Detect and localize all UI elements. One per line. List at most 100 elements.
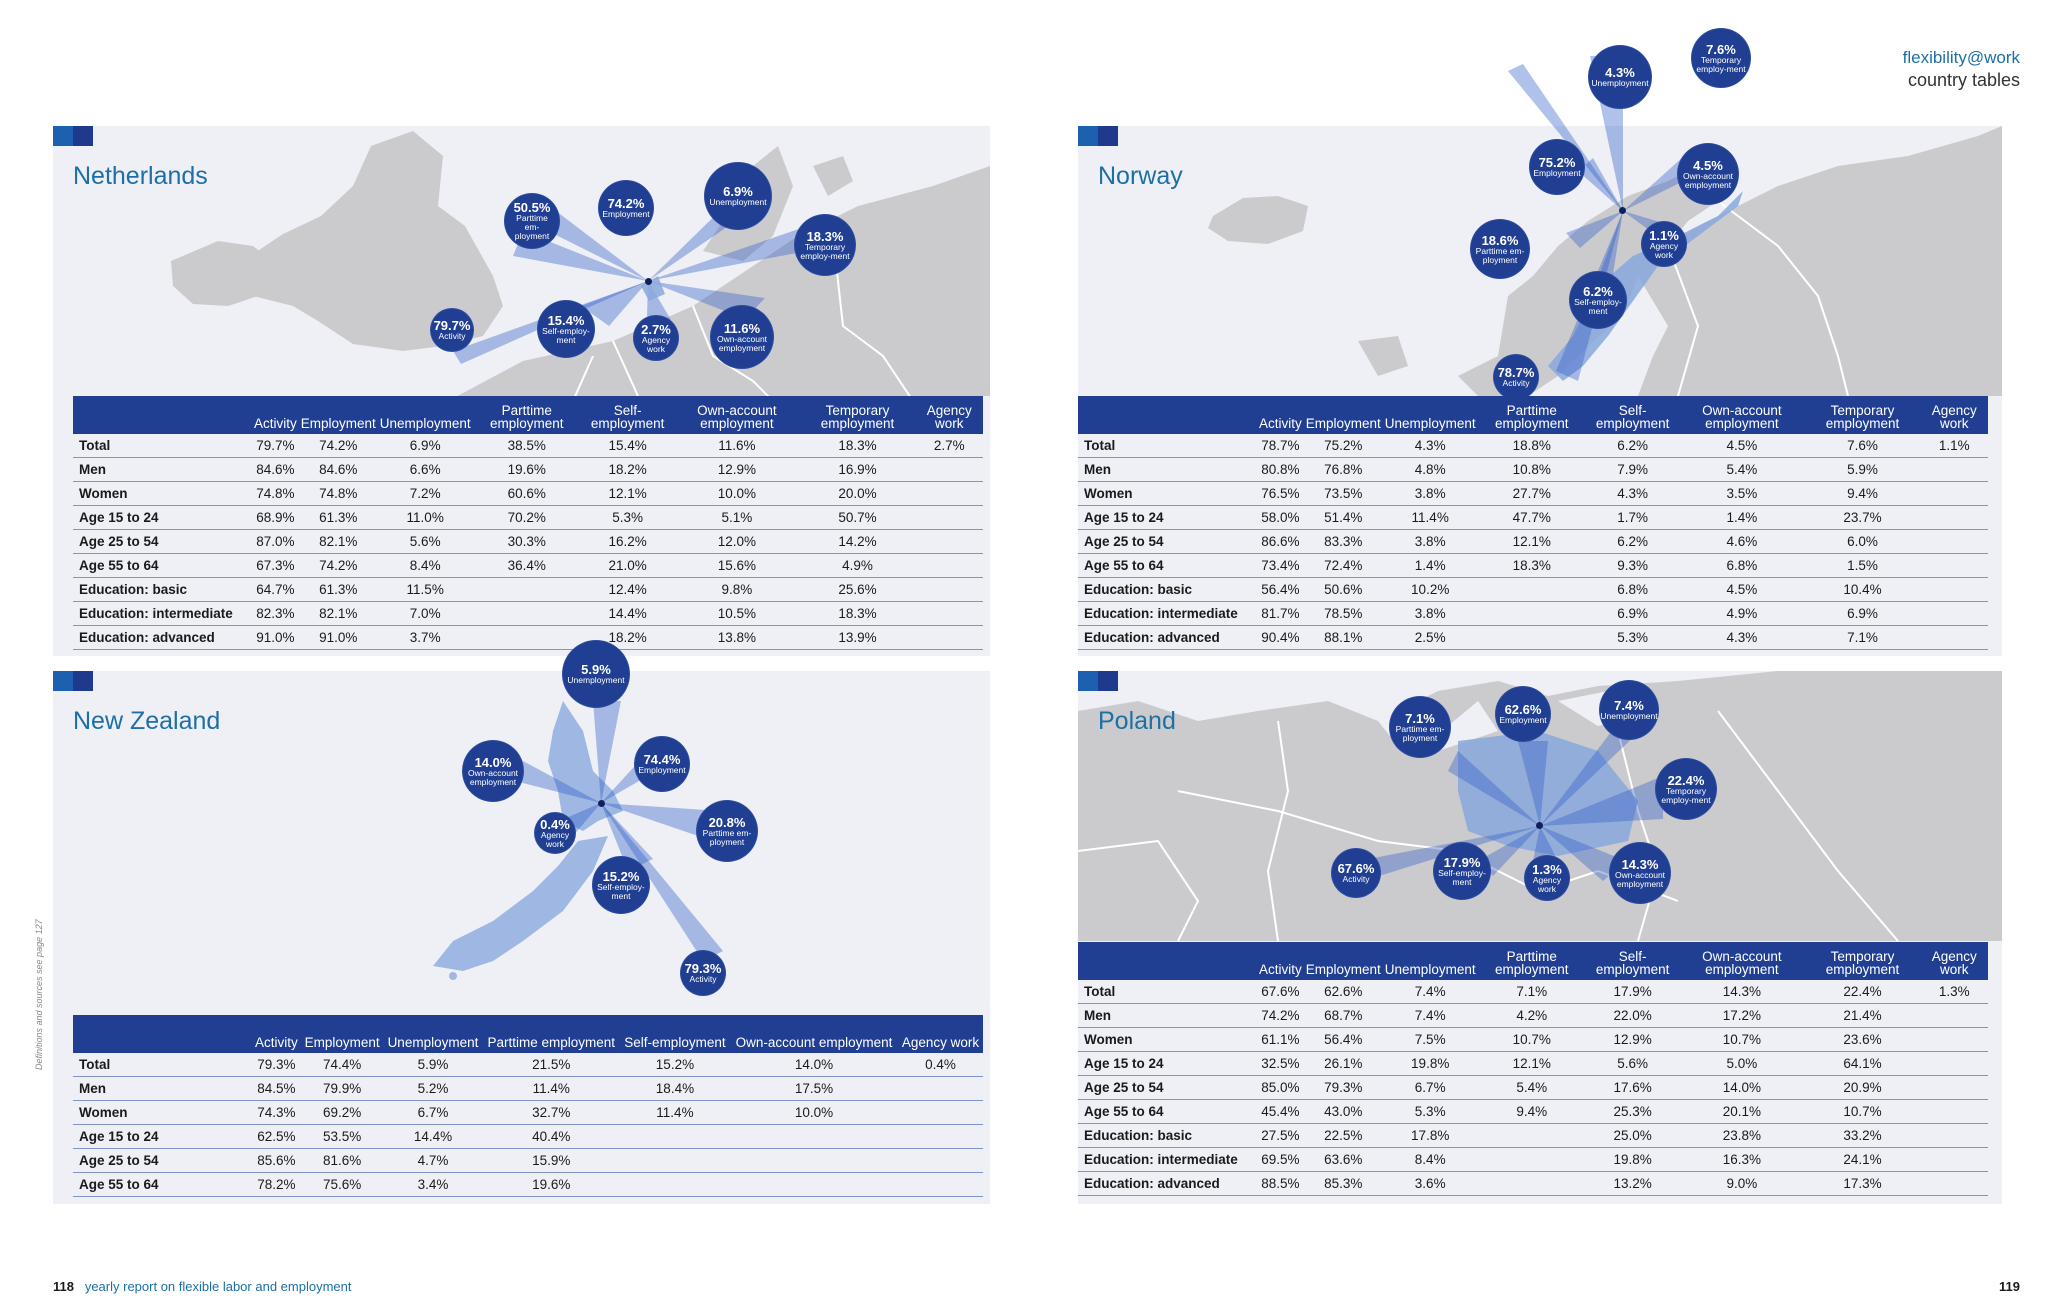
table-cell: 6.9% — [377, 434, 473, 458]
table-cell: 51.4% — [1303, 505, 1383, 530]
table-row: Total 79.3% 74.4% 5.9% 21.5% 15.2% 14.0% 0.4% — [73, 1053, 983, 1077]
table-cell: 70.2% — [472, 505, 581, 530]
table-cell: 74.2% — [298, 434, 378, 458]
bubble-employment: 74.4% Employment — [635, 737, 689, 791]
table-cell: 4.9% — [1679, 601, 1805, 626]
table-cell: 11.4% — [482, 1076, 620, 1101]
row-label: Education: advanced — [1078, 625, 1257, 650]
table-cell: 14.0% — [729, 1053, 898, 1077]
row-label: Total — [1078, 980, 1257, 1004]
bubble-unemployment: 5.9% Unemployment — [563, 641, 629, 707]
table-cell — [1920, 1147, 1988, 1172]
row-label: Education: basic — [73, 577, 252, 602]
panel-marker-light — [1078, 126, 1098, 146]
table-cell: 72.4% — [1303, 553, 1383, 578]
bubble-own-account: 14.3% Own-account employment — [1610, 843, 1670, 903]
table-cell: 22.4% — [1804, 980, 1921, 1004]
table-cell: 69.5% — [1257, 1147, 1304, 1172]
col-agency: Agency work — [1920, 942, 1988, 980]
bubble-parttime: 18.6% Parttime em-ployment — [1471, 220, 1529, 278]
table-row: Age 25 to 54 85.0% 79.3% 6.7% 5.4% 17.6% 14.0%… — [1078, 1075, 1988, 1100]
table-cell: 7.0% — [377, 601, 473, 626]
table-cell: 74.4% — [300, 1053, 384, 1077]
table-cell — [898, 1100, 983, 1125]
table-cell: 10.2% — [1382, 577, 1478, 602]
table-cell: 74.3% — [252, 1100, 301, 1125]
table-cell: 6.8% — [1679, 553, 1805, 578]
table-row: Women 61.1% 56.4% 7.5% 10.7% 12.9% 10.7% 23.6% — [1078, 1027, 1988, 1052]
bubble-agency: 0.4% Agency work — [535, 813, 575, 853]
table-cell: 9.4% — [1477, 1099, 1586, 1124]
table-cell: 3.8% — [1382, 529, 1478, 554]
col-own-account: Own-account employment — [1679, 942, 1805, 980]
table-cell: 82.3% — [252, 601, 299, 626]
table-cell: 40.4% — [482, 1124, 620, 1149]
col-activity: Activity — [1257, 942, 1304, 980]
bubble-own-account: 14.0% Own-account employment — [463, 741, 523, 801]
row-label: Education: intermediate — [1078, 1147, 1257, 1172]
table-cell: 14.2% — [799, 529, 916, 554]
row-label: Total — [1078, 434, 1257, 458]
row-label: Age 25 to 54 — [73, 1148, 252, 1173]
table-cell: 4.8% — [1382, 457, 1478, 482]
col-parttime: Parttime employment — [472, 396, 581, 434]
table-cell: 73.4% — [1257, 553, 1304, 578]
table-cell: 11.5% — [377, 577, 473, 602]
table-cell: 6.9% — [1804, 601, 1921, 626]
col-activity: Activity — [252, 396, 299, 434]
table-cell: 74.8% — [298, 481, 378, 506]
table-cell: 6.2% — [1585, 434, 1680, 458]
table-cell: 84.6% — [252, 457, 299, 482]
table-cell: 90.4% — [1257, 625, 1304, 650]
header-empty — [73, 396, 252, 434]
table-cell: 2.7% — [915, 434, 983, 458]
table-cell: 36.4% — [472, 553, 581, 578]
table-cell — [1477, 625, 1586, 650]
table-cell: 10.7% — [1804, 1099, 1921, 1124]
table-cell: 25.6% — [799, 577, 916, 602]
col-employment: Employment — [300, 1015, 384, 1053]
table-row: Age 55 to 64 45.4% 43.0% 5.3% 9.4% 25.3% 20.1%… — [1078, 1099, 1988, 1124]
table-cell — [1920, 553, 1988, 578]
panel-marker-dark — [73, 126, 93, 146]
header-empty — [1078, 396, 1257, 434]
table-cell: 10.7% — [1477, 1027, 1586, 1052]
table-cell: 5.9% — [1804, 457, 1921, 482]
table-cell: 3.8% — [1382, 601, 1478, 626]
table-cell: 4.2% — [1477, 1003, 1586, 1028]
table-cell — [1920, 625, 1988, 650]
bubble-temporary: 7.6% Temporary employ-ment — [1692, 29, 1750, 87]
table-cell: 47.7% — [1477, 505, 1586, 530]
row-label: Age 55 to 64 — [1078, 553, 1257, 578]
brand-subtitle: country tables — [1907, 70, 2020, 90]
row-label: Education: basic — [1078, 577, 1257, 602]
table-cell: 4.9% — [799, 553, 916, 578]
table-cell: 15.4% — [580, 434, 675, 458]
bubble-parttime: 20.8% Parttime em-ployment — [697, 801, 757, 861]
table-cell: 64.7% — [252, 577, 299, 602]
table-cell: 85.6% — [252, 1148, 301, 1173]
table-cell — [915, 601, 983, 626]
table-cell: 10.0% — [674, 481, 800, 506]
row-label: Age 15 to 24 — [1078, 1051, 1257, 1076]
table-cell: 81.7% — [1257, 601, 1304, 626]
col-agency: Agency work — [915, 396, 983, 434]
table-cell: 6.2% — [1585, 529, 1680, 554]
table-row: Education: intermediate 81.7% 78.5% 3.8% 6.9… — [1078, 601, 1988, 626]
row-label: Total — [73, 434, 252, 458]
table-cell: 87.0% — [252, 529, 299, 554]
table-cell: 43.0% — [1303, 1099, 1383, 1124]
table-cell: 16.2% — [580, 529, 675, 554]
map-netherlands — [171, 131, 990, 402]
table-cell: 1.5% — [1804, 553, 1921, 578]
table-cell — [915, 529, 983, 554]
table-cell: 79.9% — [300, 1076, 384, 1101]
map-center-dot — [645, 278, 652, 285]
table-cell: 18.3% — [799, 601, 916, 626]
table-cell: 45.4% — [1257, 1099, 1304, 1124]
table-row: Age 15 to 24 32.5% 26.1% 19.8% 12.1% 5.6% 5.0%… — [1078, 1051, 1988, 1076]
table-cell: 86.6% — [1257, 529, 1304, 554]
row-label: Age 25 to 54 — [1078, 529, 1257, 554]
footer-left: 118 yearly report on flexible labor and … — [53, 1279, 351, 1294]
table-cell: 12.9% — [674, 457, 800, 482]
